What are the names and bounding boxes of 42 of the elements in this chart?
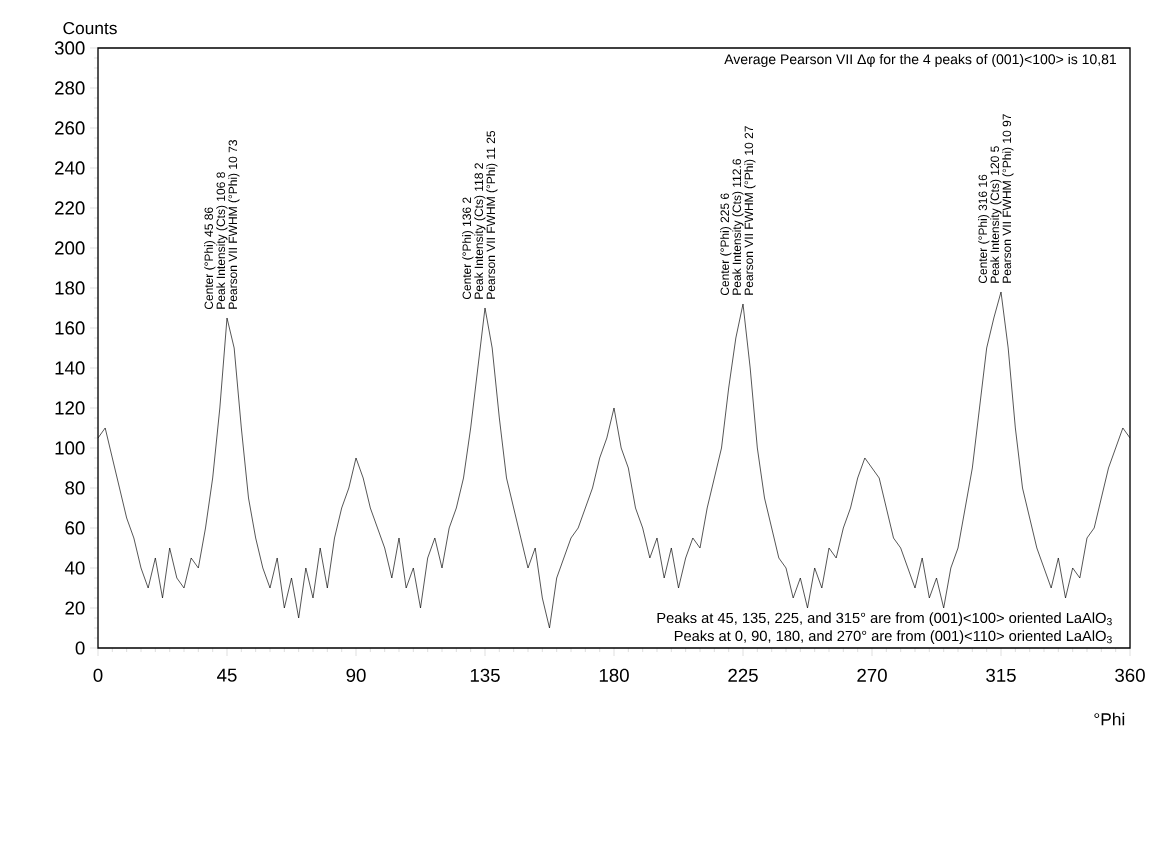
y-tick-label: 200 [55, 241, 85, 255]
x-axis-title: °Phi [1094, 712, 1125, 726]
x-tick-label: 90 [346, 668, 366, 682]
x-tick-label: 135 [470, 668, 500, 682]
y-tick-label: 40 [64, 561, 85, 575]
y-tick-label: 80 [65, 481, 85, 495]
y-axis-title: Counts [63, 22, 117, 35]
annotation: Pearson VII FWHM (°Phi) 10 97 [1002, 114, 1014, 283]
annotation: Center (°Phi) 225 6 [720, 193, 732, 296]
annotation: Peaks at 45, 135, 225, and 315° are from (001)<100> oriented LaAlO$_{3}$ [657, 612, 1112, 626]
annotation: Peak Intensity (Cts) 120 5 [990, 146, 1002, 283]
y-tick-label: 20 [65, 601, 85, 615]
x-tick-label: 225 [728, 668, 758, 682]
annotation: Center (°Phi) 45 86 [204, 207, 216, 310]
annotation: Pearson VII FWHM (°Phi) 11 25 [486, 130, 498, 299]
y-tick-label: 100 [55, 441, 85, 455]
y-tick-label: 220 [55, 201, 85, 215]
x-tick-label: 270 [857, 668, 887, 682]
annotation: Center (°Phi) 316 16 [978, 174, 990, 284]
y-tick-label: 60 [65, 521, 85, 535]
y-tick-label: 300 [54, 41, 85, 55]
annotation: Average Pearson VII Δφ for the 4 peaks of (001)<100> is 10,81 [724, 53, 1117, 67]
y-tick-label: 240 [55, 161, 85, 175]
y-tick-label: 280 [55, 81, 85, 95]
y-tick-label: 160 [55, 321, 85, 335]
x-tick-label: 360 [1115, 668, 1145, 682]
y-tick-label: 180 [55, 281, 85, 295]
x-tick-label: 315 [986, 668, 1016, 682]
annotation: Center (°Phi) 136 2 [462, 197, 474, 300]
y-tick-label: 0 [75, 641, 85, 655]
annotation: Peaks at 0, 90, 180, and 270° are from (001)<110> oriented LaAlO$_{3}$ [674, 630, 1112, 644]
x-tick-label: 0 [93, 668, 103, 682]
annotation: Peak Intensity (Cts) 112.6 [732, 159, 744, 295]
x-tick-label: 180 [599, 668, 629, 682]
y-tick-label: 260 [55, 121, 85, 135]
annotation: Peak Intensity (Cts) 118 2 [474, 163, 486, 299]
annotation: Pearson VII FWHM (°Phi) 10 27 [744, 126, 756, 295]
x-tick-label: 45 [217, 668, 237, 682]
y-tick-label: 120 [55, 401, 85, 415]
annotation: Pearson VII FWHM (°Phi) 10 73 [228, 140, 240, 309]
y-tick-label: 140 [55, 361, 85, 375]
annotation: Peak Intensity (Cts) 106 8 [216, 172, 228, 309]
